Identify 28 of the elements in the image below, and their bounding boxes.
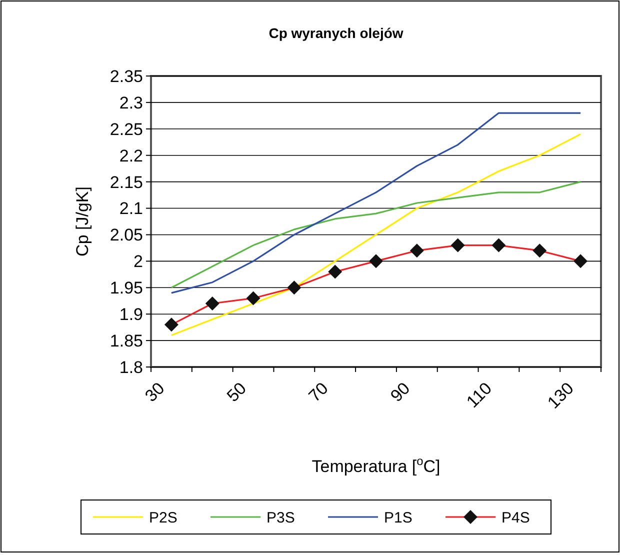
y-tick-label: 2.1 [119, 199, 143, 218]
x-tick-label: 50 [223, 378, 250, 406]
y-tick-label: 2.15 [110, 172, 143, 192]
y-tick-label: 2.05 [110, 226, 143, 245]
x-tick-label: 70 [305, 378, 332, 406]
line-series [170, 181, 582, 288]
y-tick-label: 2.2 [119, 146, 143, 166]
x-tick-label: 110 [462, 378, 496, 412]
y-tick-label: 2.25 [110, 120, 143, 139]
x-tick-label: 90 [386, 378, 414, 406]
y-tick-label: 2.3 [119, 93, 143, 112]
x-tick-label: 130 [544, 378, 578, 412]
legend-label: P2S [149, 509, 178, 526]
y-tick-label: 2.35 [110, 66, 143, 86]
y-tick-label: 2 [134, 252, 143, 272]
y-tick-label: 1.95 [110, 278, 143, 298]
legend-label: P4S [502, 509, 530, 526]
line-series [170, 112, 582, 294]
y-axis-title: Cp [J/gK] [73, 186, 92, 256]
x-axis-title: Temperatura [$^{o}$C] [312, 454, 440, 476]
y-tick-label: 1.8 [119, 358, 143, 377]
legend-label: P1S [384, 509, 412, 526]
chart-title: Cp wyranych olejów [268, 25, 404, 41]
line-series [170, 133, 582, 336]
legend-label: P3S [266, 509, 295, 526]
y-tick-label: 1.9 [119, 305, 143, 324]
x-tick-label: 30 [141, 378, 168, 406]
y-tick-label: 1.85 [110, 331, 143, 350]
